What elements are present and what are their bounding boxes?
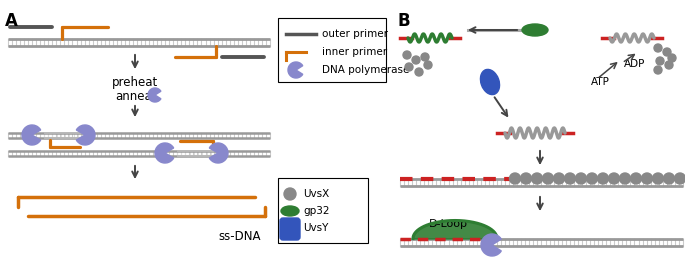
Wedge shape bbox=[155, 143, 174, 163]
Circle shape bbox=[608, 173, 619, 184]
Circle shape bbox=[653, 173, 664, 184]
Circle shape bbox=[284, 188, 296, 200]
Text: preheat: preheat bbox=[112, 76, 158, 89]
Bar bbox=[278, 178, 368, 243]
Wedge shape bbox=[210, 143, 228, 163]
Circle shape bbox=[543, 173, 553, 184]
Circle shape bbox=[663, 48, 671, 56]
Wedge shape bbox=[76, 125, 95, 145]
Circle shape bbox=[405, 63, 413, 71]
Ellipse shape bbox=[522, 24, 548, 36]
Text: DNA polymerase: DNA polymerase bbox=[322, 65, 410, 75]
Wedge shape bbox=[481, 234, 501, 256]
Circle shape bbox=[421, 53, 429, 61]
Ellipse shape bbox=[281, 206, 299, 216]
Circle shape bbox=[564, 173, 575, 184]
Wedge shape bbox=[22, 125, 40, 145]
Text: inner primer: inner primer bbox=[322, 47, 387, 57]
Text: ss-DNA: ss-DNA bbox=[219, 230, 261, 243]
Circle shape bbox=[668, 54, 676, 62]
Text: B: B bbox=[398, 12, 410, 30]
Circle shape bbox=[521, 173, 532, 184]
Wedge shape bbox=[288, 62, 303, 78]
Text: gp32: gp32 bbox=[303, 206, 329, 216]
Circle shape bbox=[619, 173, 630, 184]
Ellipse shape bbox=[480, 69, 499, 95]
Wedge shape bbox=[148, 88, 161, 102]
Circle shape bbox=[412, 56, 420, 64]
Circle shape bbox=[403, 51, 411, 59]
Circle shape bbox=[597, 173, 608, 184]
Circle shape bbox=[424, 61, 432, 69]
Circle shape bbox=[656, 57, 664, 65]
Circle shape bbox=[575, 173, 586, 184]
Circle shape bbox=[675, 173, 685, 184]
Circle shape bbox=[553, 173, 564, 184]
Text: UvsY: UvsY bbox=[303, 223, 328, 233]
Circle shape bbox=[510, 173, 521, 184]
Text: outer primer: outer primer bbox=[322, 29, 388, 39]
Circle shape bbox=[532, 173, 543, 184]
Circle shape bbox=[664, 173, 675, 184]
Circle shape bbox=[630, 173, 641, 184]
Text: UvsX: UvsX bbox=[303, 189, 329, 199]
Text: ATP: ATP bbox=[591, 77, 610, 87]
Circle shape bbox=[641, 173, 653, 184]
FancyBboxPatch shape bbox=[280, 218, 300, 240]
Circle shape bbox=[654, 66, 662, 74]
Circle shape bbox=[654, 44, 662, 52]
Circle shape bbox=[415, 68, 423, 76]
Circle shape bbox=[665, 61, 673, 69]
Bar bbox=[278, 18, 386, 82]
Text: anneal: anneal bbox=[115, 90, 155, 103]
Circle shape bbox=[586, 173, 597, 184]
Text: A: A bbox=[5, 12, 18, 30]
Text: D-Loop: D-Loop bbox=[429, 219, 467, 229]
Text: ADP: ADP bbox=[624, 59, 645, 69]
